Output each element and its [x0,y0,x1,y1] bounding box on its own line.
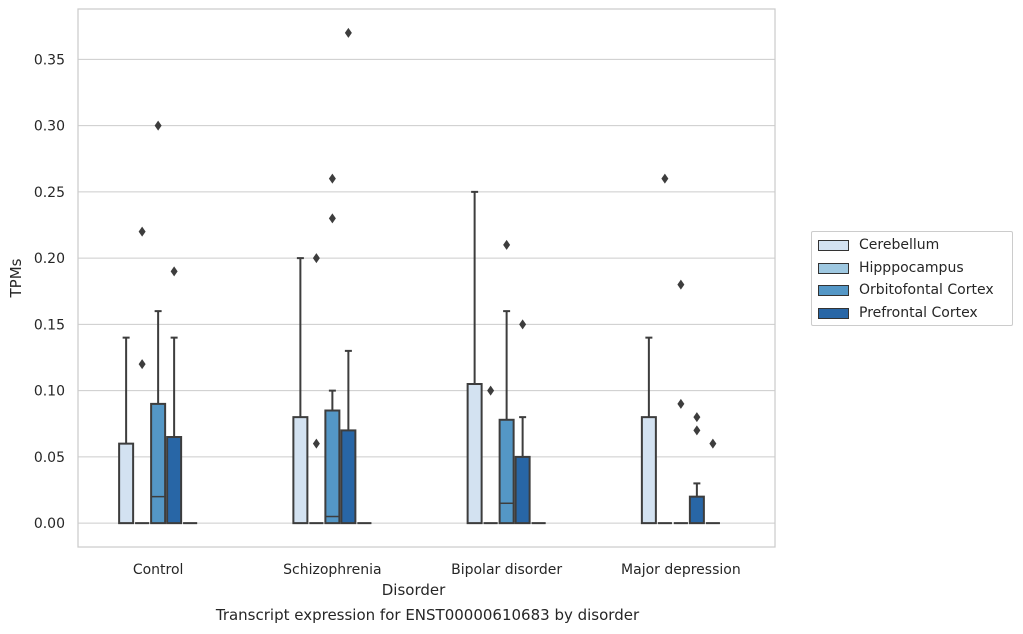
legend-item-orbitofrontal: Orbitofontal Cortex [818,281,994,299]
legend-label: Cerebellum [859,237,940,253]
box [640,416,657,525]
box [466,383,483,525]
legend-item-cerebellum: Cerebellum [818,236,939,254]
legend-label: Prefrontal Cortex [859,305,978,321]
outlier-point [170,266,178,277]
legend-label: Orbitofontal Cortex [859,282,994,298]
plot-frame [77,8,776,548]
box [118,442,135,525]
box [340,429,357,525]
outlier-point [709,438,717,449]
outlier-point [503,239,511,250]
box [324,409,341,525]
x-tick-label: Schizophrenia [283,562,381,578]
box [514,455,531,525]
box [292,416,309,525]
outlier-point [312,253,320,264]
outlier-point [693,425,701,436]
outlier-point [677,279,685,290]
legend-item-hippocampus: Hipppocampus [818,259,964,277]
figure-caption: Transcript expression for ENST0000061068… [215,606,640,624]
outlier-point [328,213,336,224]
y-tick-label: 0.05 [34,450,65,466]
legend-swatch-cerebellum [818,239,849,251]
outlier-point [519,319,527,330]
box [150,402,167,525]
y-tick-label: 0.30 [34,119,65,135]
outlier-point [344,27,352,38]
y-tick-label: 0.10 [34,384,65,400]
outlier-point [677,398,685,409]
outlier-point [487,385,495,396]
outlier-point [693,412,701,423]
y-axis-label: TPMs [7,258,25,298]
box [498,418,515,525]
x-axis-label: Disorder [382,581,446,599]
y-tick-label: 0.00 [34,516,65,532]
box [166,436,183,525]
x-tick-label: Control [133,562,184,578]
legend-swatch-orbitofrontal [818,284,849,296]
y-tick-label: 0.15 [34,317,65,333]
outlier-point [138,226,146,237]
outlier-point [312,438,320,449]
y-tick-label: 0.35 [34,52,65,68]
legend-swatch-prefrontal [818,307,849,319]
x-tick-label: Major depression [621,562,741,578]
outlier-point [661,173,669,184]
y-tick-label: 0.25 [34,185,65,201]
y-tick-label: 0.20 [34,251,65,267]
box [688,495,705,525]
outlier-point [328,173,336,184]
legend: Cerebellum Hipppocampus Orbitofontal Cor… [811,231,1013,326]
outlier-point [138,359,146,370]
legend-swatch-hippocampus [818,262,849,274]
legend-label: Hipppocampus [859,260,964,276]
outlier-point [154,120,162,131]
x-tick-label: Bipolar disorder [451,562,562,578]
legend-item-prefrontal: Prefrontal Cortex [818,304,978,322]
